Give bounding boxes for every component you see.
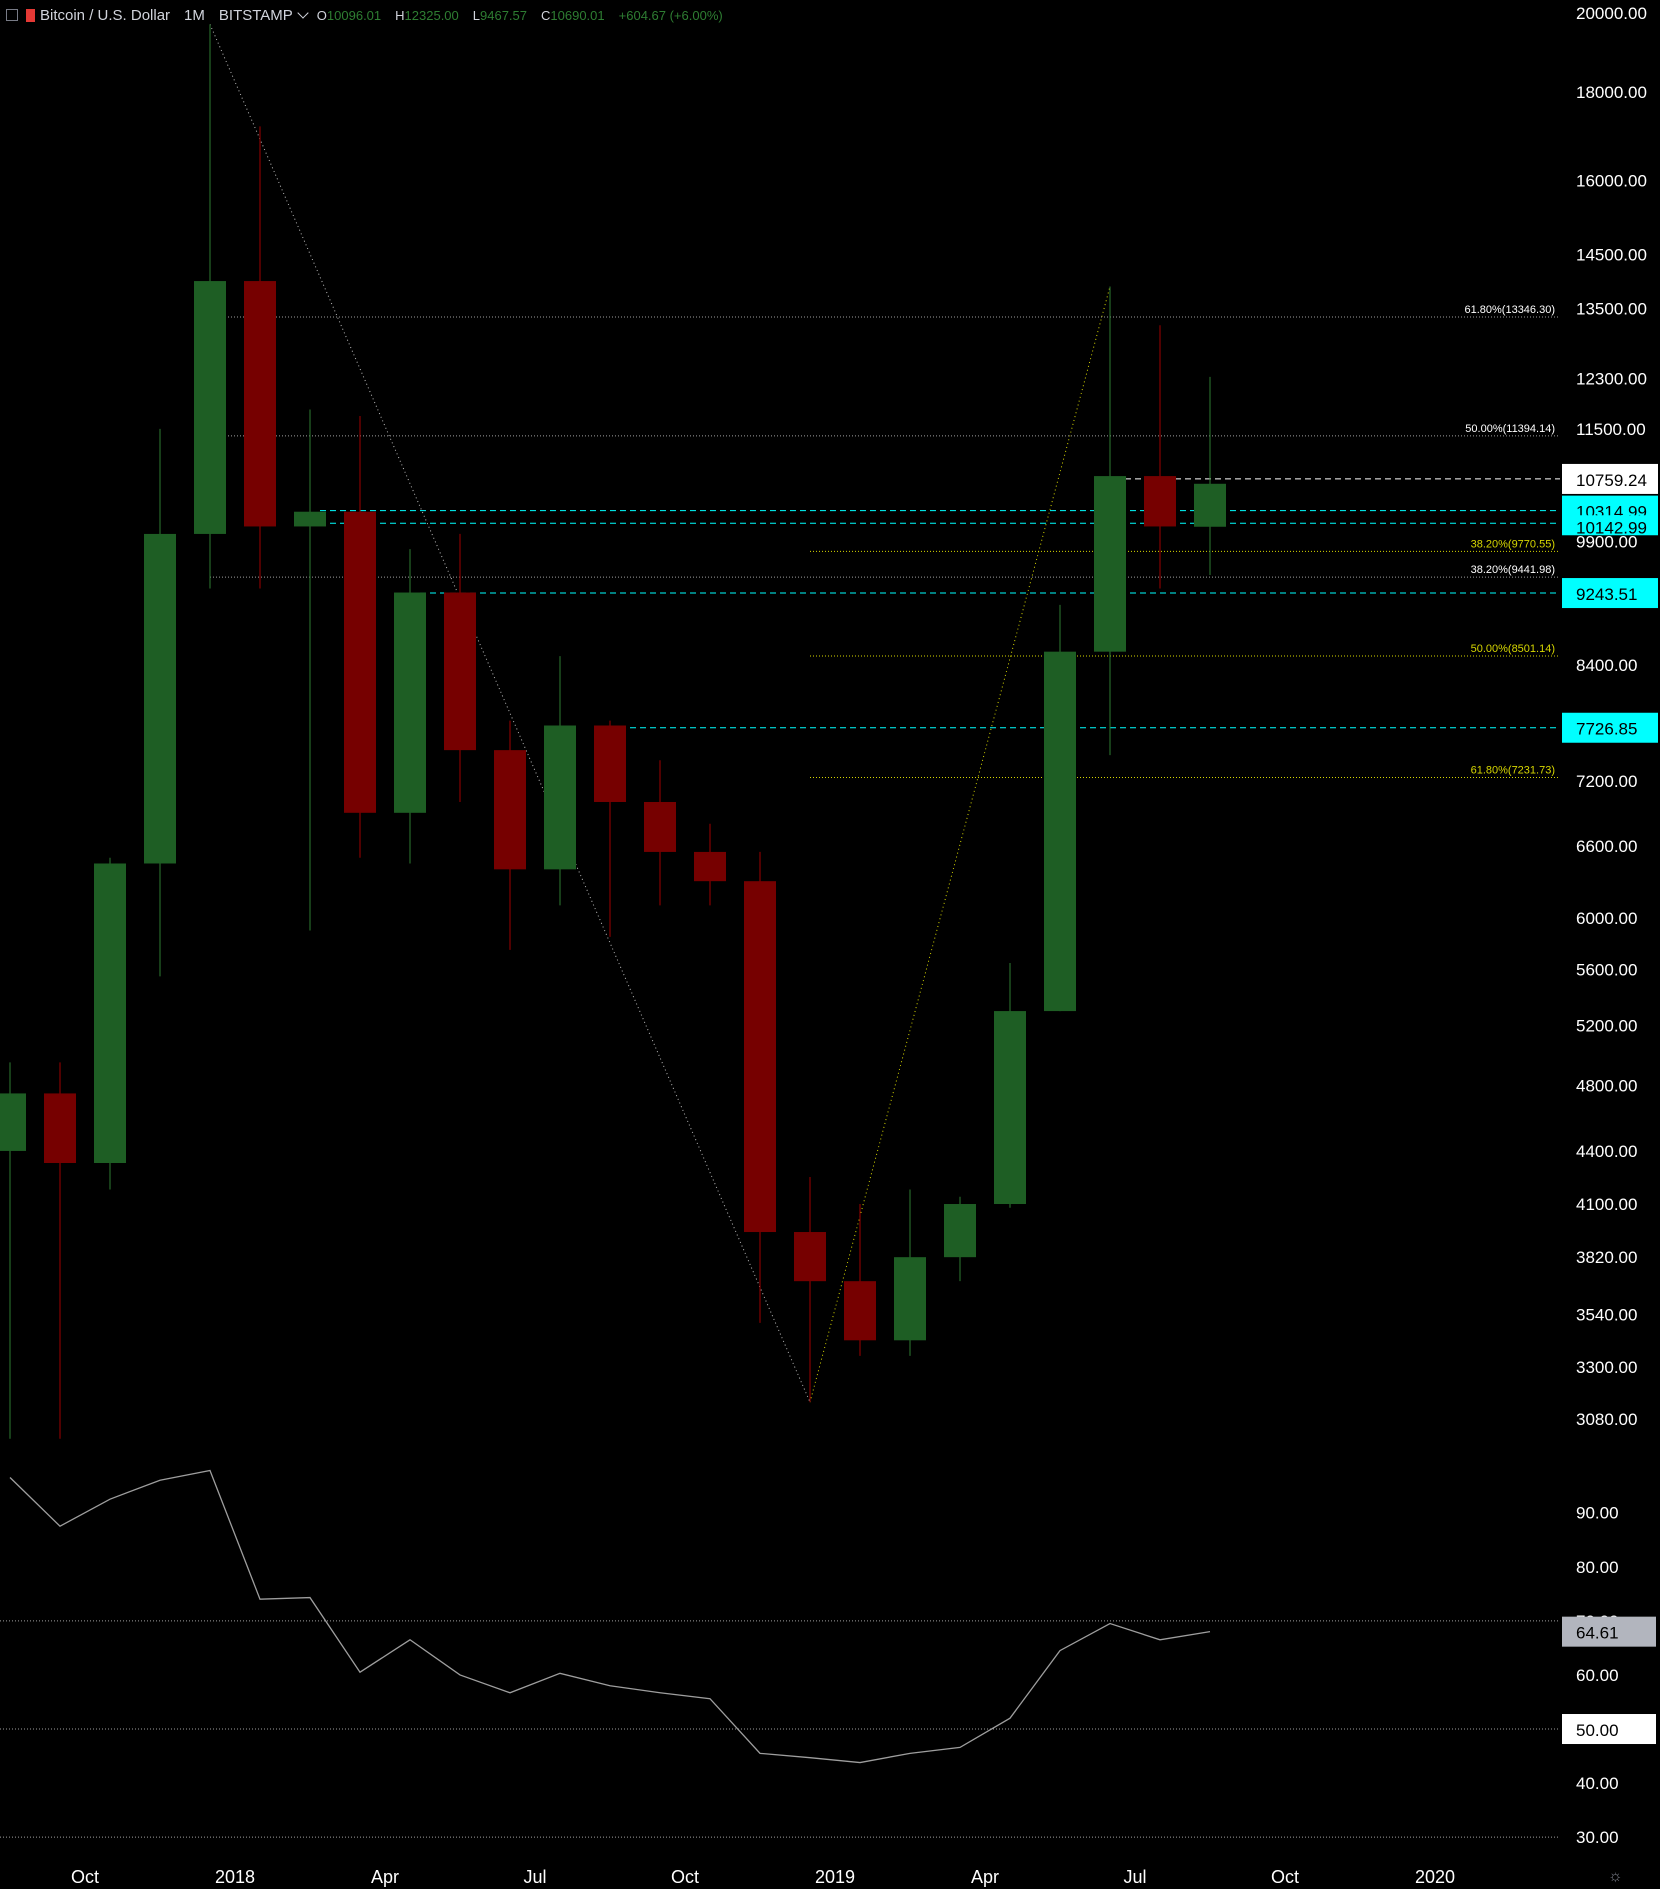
exchange-label[interactable]: BITSTAMP bbox=[218, 6, 293, 24]
rsi-level-tag: 50.00 bbox=[1576, 1721, 1619, 1740]
x-tick-6: Apr bbox=[971, 1867, 999, 1887]
candle-body-13 bbox=[644, 801, 676, 852]
fib-label-4: 50.00%(8501.14) bbox=[1471, 643, 1555, 655]
settings-gear-icon[interactable]: ☼ bbox=[1608, 1868, 1623, 1885]
change-value: +604.67 (+6.00%) bbox=[618, 7, 723, 23]
candle-body-20 bbox=[994, 1011, 1026, 1205]
candle-body-4 bbox=[194, 281, 226, 534]
candle-body-21 bbox=[1044, 651, 1076, 1012]
candle-body-9 bbox=[444, 592, 476, 751]
candle-body-14 bbox=[694, 851, 726, 882]
y-tick-19: 3300.00 bbox=[1576, 1358, 1637, 1377]
interval-label[interactable]: 1M bbox=[184, 6, 205, 24]
y-tick-15: 4400.00 bbox=[1576, 1142, 1637, 1161]
candle-body-11 bbox=[544, 725, 576, 870]
y-tick-8: 8400.00 bbox=[1576, 656, 1637, 675]
y-tick-9: 7200.00 bbox=[1576, 772, 1637, 791]
y-tick-0: 20000.00 bbox=[1576, 4, 1647, 23]
x-tick-3: Jul bbox=[523, 1867, 546, 1887]
trend-line-0 bbox=[209, 24, 811, 1403]
y-tick-17: 3820.00 bbox=[1576, 1248, 1637, 1267]
bitstamp-flag-icon bbox=[26, 8, 35, 22]
fib-label-0: 61.80%(13346.30) bbox=[1464, 304, 1555, 316]
rsi-y-tick-3: 60.00 bbox=[1576, 1666, 1619, 1685]
price-tag-bg-0 bbox=[1562, 463, 1658, 494]
candle-body-5 bbox=[244, 281, 276, 527]
x-tick-4: Oct bbox=[671, 1867, 699, 1887]
chevron-down-icon[interactable] bbox=[297, 6, 309, 19]
y-tick-11: 6000.00 bbox=[1576, 909, 1637, 928]
y-tick-7: 9900.00 bbox=[1576, 532, 1637, 551]
close-value: 10690.01 bbox=[550, 7, 605, 23]
price-tag-bg-hidden bbox=[1562, 515, 1658, 536]
y-tick-20: 3080.00 bbox=[1576, 1410, 1637, 1429]
x-tick-9: 2020 bbox=[1415, 1867, 1455, 1887]
x-tick-8: Oct bbox=[1271, 1867, 1299, 1887]
y-tick-1: 18000.00 bbox=[1576, 83, 1647, 102]
y-tick-16: 4100.00 bbox=[1576, 1195, 1637, 1214]
y-tick-2: 16000.00 bbox=[1576, 172, 1647, 191]
candle-body-24 bbox=[1194, 483, 1226, 527]
candle-body-10 bbox=[494, 750, 526, 870]
price-tag-hidden: 10142.99 bbox=[1576, 518, 1647, 537]
symbol-name[interactable]: Bitcoin / U.S. Dollar bbox=[40, 6, 171, 24]
y-tick-3: 14500.00 bbox=[1576, 246, 1647, 265]
x-tick-5: 2019 bbox=[815, 1867, 855, 1887]
high-value: 12325.00 bbox=[404, 7, 459, 23]
price-tag-3: 7726.85 bbox=[1576, 720, 1637, 739]
candle-body-7 bbox=[344, 511, 376, 813]
open-label: O bbox=[316, 7, 327, 23]
y-tick-4: 13500.00 bbox=[1576, 299, 1647, 318]
x-tick-0: Oct bbox=[71, 1867, 99, 1887]
low-value: 9467.57 bbox=[480, 7, 528, 23]
y-tick-10: 6600.00 bbox=[1576, 837, 1637, 856]
x-tick-1: 2018 bbox=[215, 1867, 255, 1887]
candle-body-8 bbox=[394, 592, 426, 813]
candle-body-22 bbox=[1094, 476, 1126, 652]
candle-body-3 bbox=[144, 533, 176, 864]
x-tick-7: Jul bbox=[1123, 1867, 1146, 1887]
candle-body-16 bbox=[794, 1232, 826, 1282]
fib-label-1: 50.00%(11394.14) bbox=[1465, 423, 1555, 435]
x-tick-2: Apr bbox=[371, 1867, 399, 1887]
candle-body-19 bbox=[944, 1204, 976, 1258]
candle-body-15 bbox=[744, 881, 776, 1233]
rsi-level-tag-bg bbox=[1562, 1714, 1656, 1745]
rsi-y-tick-1: 80.00 bbox=[1576, 1558, 1619, 1577]
y-tick-5: 12300.00 bbox=[1576, 369, 1647, 388]
candle-body-0 bbox=[0, 1093, 26, 1151]
collapse-icon[interactable] bbox=[6, 9, 18, 21]
candle-body-12 bbox=[594, 725, 626, 802]
fib-label-2: 38.20%(9441.98) bbox=[1471, 564, 1555, 576]
close-label: C bbox=[541, 7, 551, 23]
price-tag-bg-3 bbox=[1562, 712, 1658, 743]
candle-body-23 bbox=[1144, 476, 1176, 527]
price-tag-bg-2 bbox=[1562, 578, 1658, 609]
low-label: L bbox=[472, 7, 481, 23]
chart-header: Bitcoin / U.S. Dollar 1M BITSTAMP O 10096… bbox=[6, 5, 723, 25]
rsi-tag-bg bbox=[1562, 1616, 1656, 1647]
y-tick-13: 5200.00 bbox=[1576, 1016, 1637, 1035]
candle-body-17 bbox=[844, 1281, 876, 1341]
y-tick-6: 11500.00 bbox=[1576, 420, 1646, 439]
y-tick-12: 5600.00 bbox=[1576, 961, 1637, 980]
candle-body-2 bbox=[94, 863, 126, 1163]
y-tick-18: 3540.00 bbox=[1576, 1305, 1637, 1324]
candle-body-18 bbox=[894, 1257, 926, 1341]
price-tag-2: 9243.51 bbox=[1576, 585, 1637, 604]
rsi-y-tick-6: 30.00 bbox=[1576, 1828, 1619, 1847]
fib-label-5: 61.80%(7231.73) bbox=[1471, 765, 1555, 777]
high-label: H bbox=[395, 7, 405, 23]
candle-body-1 bbox=[44, 1093, 76, 1163]
rsi-y-tick-5: 40.00 bbox=[1576, 1774, 1619, 1793]
open-value: 10096.01 bbox=[326, 7, 382, 23]
price-tag-0: 10759.24 bbox=[1576, 471, 1647, 490]
rsi-y-tick-0: 90.00 bbox=[1576, 1504, 1619, 1523]
candle-body-6 bbox=[294, 511, 326, 527]
fib-label-3: 38.20%(9770.55) bbox=[1471, 538, 1555, 550]
y-tick-14: 4800.00 bbox=[1576, 1077, 1637, 1096]
rsi-line bbox=[9, 1469, 1211, 1764]
rsi-current-tag: 64.61 bbox=[1576, 1624, 1619, 1643]
